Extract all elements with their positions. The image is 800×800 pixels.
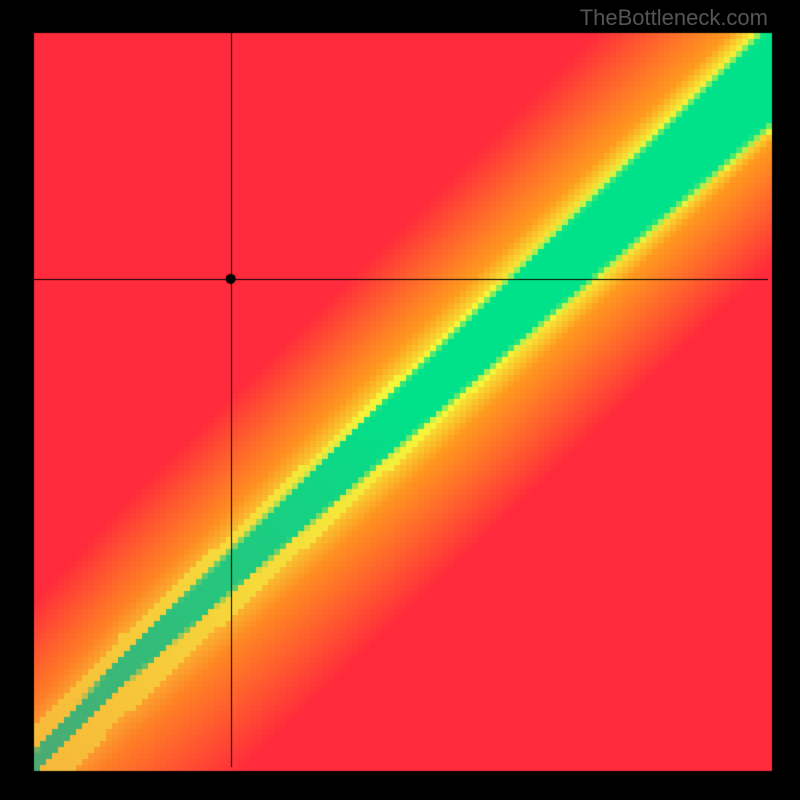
watermark-text: TheBottleneck.com: [580, 5, 768, 31]
bottleneck-heatmap: [0, 0, 800, 800]
chart-container: TheBottleneck.com: [0, 0, 800, 800]
